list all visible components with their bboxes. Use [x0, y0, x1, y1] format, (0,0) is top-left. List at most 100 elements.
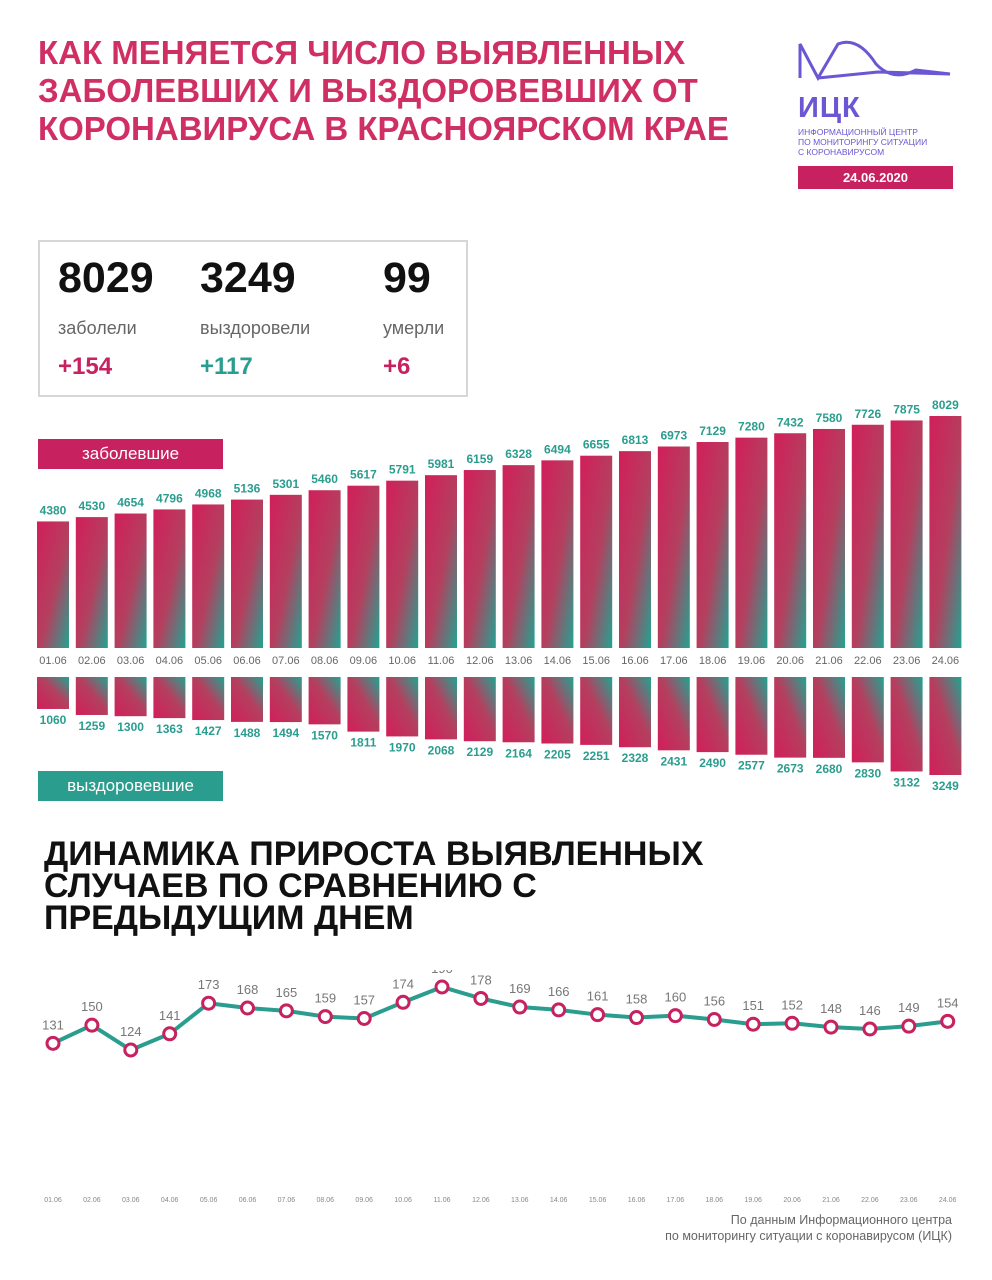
line-point: [434, 979, 450, 995]
point-label: 131: [42, 1017, 64, 1032]
point-label: 174: [392, 976, 414, 991]
point-label: 154: [937, 995, 959, 1010]
bar-label-cases: 6159: [466, 452, 493, 466]
bar-cases: [890, 420, 923, 648]
bar-label-cases: 5617: [350, 468, 377, 482]
bar-cases: [580, 455, 613, 648]
bar-recovered: [696, 677, 729, 753]
bar-label-cases: 7580: [816, 411, 843, 425]
deaths-delta: +6: [383, 353, 411, 380]
bar-label-cases: 5136: [234, 482, 261, 496]
bar-label-recovered: 3249: [932, 779, 959, 793]
bar-recovered: [851, 677, 884, 763]
recovered-value: 3249: [200, 254, 296, 302]
bar-chart: 4380 01.06 1060 4530 02.06 1259 4654 03.06 1300 4…: [37, 398, 962, 793]
point-label: 124: [120, 1024, 142, 1039]
bar-recovered: [425, 677, 457, 740]
bar-label-recovered: 1427: [195, 724, 222, 738]
x-tick-label: 21.06: [815, 655, 843, 667]
x-tick-label: 04.06: [161, 1197, 179, 1204]
bar-label-recovered: 1259: [78, 719, 105, 733]
bar-cases: [75, 517, 108, 648]
bar-cases: [619, 451, 651, 648]
bar-label-cases: 7129: [699, 424, 726, 438]
x-tick-label: 02.06: [78, 655, 106, 667]
x-tick-label: 08.06: [311, 655, 339, 667]
x-tick-label: 10.06: [388, 655, 416, 667]
bar-recovered: [774, 677, 807, 758]
bar-recovered: [657, 677, 690, 751]
bar-label-cases: 6494: [544, 442, 571, 456]
x-tick-label: 23.06: [893, 655, 921, 667]
cases-label: заболели: [58, 318, 137, 338]
bar-recovered: [231, 677, 263, 722]
bar-label-cases: 4796: [156, 491, 183, 505]
bar-recovered: [813, 677, 845, 758]
x-tick-label: 23.06: [900, 1197, 918, 1204]
bar-label-cases: 4968: [195, 486, 222, 500]
logo-subtitle-line: ПО МОНИТОРИНГУ СИТУАЦИИ: [798, 137, 928, 147]
line-point: [551, 1002, 567, 1018]
bar-label-recovered: 1300: [117, 720, 144, 734]
point-label: 150: [81, 999, 103, 1014]
line-point: [201, 995, 217, 1011]
bar-cases: [657, 446, 690, 648]
x-tick-label: 01.06: [39, 655, 67, 667]
point-label: 141: [159, 1008, 181, 1023]
bar-label-recovered: 2490: [699, 756, 726, 770]
x-tick-label: 09.06: [355, 1197, 373, 1204]
bar-label-cases: 6328: [505, 447, 532, 461]
line-point: [667, 1008, 683, 1024]
deaths-value: 99: [383, 254, 431, 302]
x-tick-label: 02.06: [83, 1197, 101, 1204]
bar-label-recovered: 2328: [622, 751, 649, 765]
bar-cases: [269, 494, 302, 648]
bar-recovered: [735, 677, 768, 755]
bar-label-cases: 5981: [428, 457, 455, 471]
x-tick-label: 06.06: [233, 655, 261, 667]
line-point: [940, 1013, 956, 1029]
x-tick-label: 17.06: [667, 1197, 685, 1204]
bar-cases: [308, 490, 341, 648]
page-title: КАК МЕНЯЕТСЯ ЧИСЛО ВЫЯВЛЕННЫХ ЗАБОЛЕВШИХ…: [38, 34, 729, 147]
bar-label-recovered: 3132: [893, 775, 920, 789]
bar-label-cases: 4654: [117, 496, 144, 510]
x-tick-label: 07.06: [278, 1197, 296, 1204]
bar-recovered: [502, 677, 535, 743]
bar-recovered: [75, 677, 108, 715]
x-tick-label: 05.06: [200, 1197, 218, 1204]
bar-cases: [696, 442, 729, 648]
x-tick-label: 08.06: [317, 1197, 335, 1204]
bar-cases: [37, 521, 69, 648]
bar-cases: [231, 499, 263, 648]
point-label: 158: [626, 992, 648, 1007]
bar-label-recovered: 2251: [583, 749, 610, 763]
x-tick-label: 15.06: [589, 1197, 607, 1204]
bar-label-recovered: 1060: [40, 713, 67, 727]
x-tick-label: 15.06: [582, 655, 610, 667]
logo-subtitle: ИНФОРМАЦИОННЫЙ ЦЕНТР ПО МОНИТОРИНГУ СИТУ…: [798, 127, 958, 157]
bar-label-recovered: 2164: [505, 746, 532, 760]
point-label: 151: [742, 998, 764, 1013]
bar-label-recovered: 1811: [350, 736, 376, 750]
line-point: [84, 1017, 100, 1033]
bar-recovered: [114, 677, 147, 717]
bar-cases: [347, 485, 380, 648]
x-tick-label: 11.06: [434, 1197, 451, 1204]
bar-cases: [813, 428, 845, 648]
x-tick-label: 13.06: [511, 1197, 529, 1204]
x-tick-label: 14.06: [544, 655, 572, 667]
x-tick-label: 05.06: [194, 655, 222, 667]
line-point: [240, 1000, 255, 1016]
x-tick-label: 17.06: [660, 655, 688, 667]
point-label: 165: [276, 985, 298, 1000]
source-note-line: по мониторингу ситуации с коронавирусом …: [665, 1229, 952, 1243]
bar-cases: [929, 416, 962, 648]
growth-line: [52, 984, 948, 1053]
line-point: [317, 1009, 333, 1025]
recovered-label: выздоровели: [200, 318, 311, 338]
point-label: 168: [237, 982, 259, 997]
line-point: [356, 1011, 372, 1026]
point-label: 146: [859, 1003, 881, 1018]
x-tick-label: 12.06: [466, 655, 494, 667]
